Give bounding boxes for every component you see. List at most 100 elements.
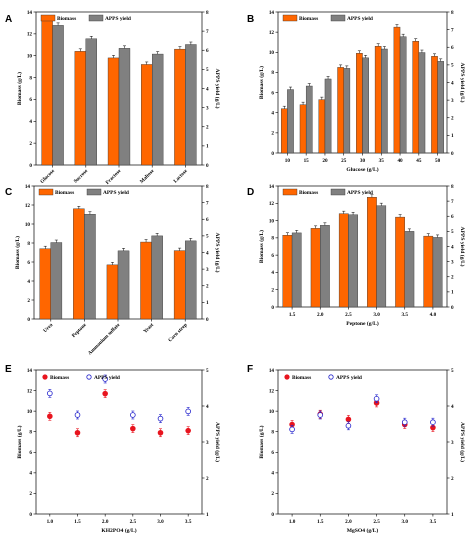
y-right-tick-label: 5 — [206, 67, 209, 73]
y-tick-label: 8 — [29, 75, 32, 81]
x-tick-label: 10 — [285, 158, 291, 164]
legend-swatch — [282, 14, 298, 22]
legend-swatch — [40, 14, 56, 22]
bar-biomass — [41, 20, 53, 166]
y-right-tick-label: 5 — [206, 368, 209, 374]
y-right-tick-label: 5 — [451, 229, 454, 235]
x-tick-label: 2.0 — [102, 519, 109, 525]
y-right-tick-label: 5 — [206, 234, 209, 240]
bar-biomass — [338, 213, 349, 308]
bar-apps-yield — [184, 240, 197, 320]
legend-label: Biomass — [292, 375, 311, 381]
y-right-tick-label: 4 — [451, 80, 454, 86]
y-tick-label: 10 — [27, 409, 33, 415]
x-tick-label: 3.0 — [402, 519, 409, 525]
y-right-tick-label: 6 — [451, 214, 454, 220]
bar-apps-yield — [404, 231, 415, 308]
bar-apps-yield — [320, 225, 330, 308]
point-apps-yield — [185, 408, 191, 415]
y-right-tick-label: 6 — [451, 45, 454, 51]
y-right-tick-label: 3 — [206, 440, 209, 446]
x-axis-title: KH2PO4 (g/L) — [101, 527, 136, 534]
legend-marker — [284, 374, 290, 380]
x-tick-label: Glucose — [39, 168, 56, 185]
y-right-tick-label: 7 — [451, 199, 454, 205]
panel-letter-b: B — [247, 14, 254, 25]
bar-biomass — [310, 228, 321, 308]
y-right-tick-label: 5 — [451, 368, 454, 374]
x-tick-label: Fractose — [105, 168, 123, 186]
bar-apps-yield — [85, 38, 97, 166]
bar-biomass — [395, 216, 405, 308]
bar-apps-yield — [151, 235, 163, 320]
y-tick-label: 14 — [27, 368, 33, 374]
bar-apps-yield — [343, 68, 351, 154]
y-tick-label: 4 — [29, 119, 32, 125]
y-right-tick-label: 2 — [206, 476, 209, 482]
legend-label: APPS yield — [336, 375, 362, 381]
y-tick-label: 12 — [27, 388, 33, 394]
bar-apps-yield — [305, 85, 313, 154]
y-tick-label: 6 — [27, 260, 30, 266]
y-tick-label: 2 — [271, 491, 274, 497]
x-tick-label: Urea — [42, 322, 54, 334]
x-tick-label: 1.5 — [74, 519, 81, 525]
y-tick-label: 6 — [271, 90, 274, 96]
bar-biomass — [423, 235, 434, 308]
y-right-tick-label: 1 — [451, 133, 454, 139]
y-tick-label: 4 — [29, 471, 32, 477]
y-right-tick-label: 2 — [451, 476, 454, 482]
legend-label: Biomass — [299, 190, 318, 196]
x-tick-label: 3.5 — [402, 312, 409, 318]
y-right-tick-label: 8 — [206, 10, 209, 16]
y-tick-label: 0 — [271, 512, 274, 518]
bar-biomass — [337, 67, 344, 154]
bar-biomass — [74, 51, 87, 166]
x-tick-label: 3.0 — [373, 312, 380, 318]
y-tick-label: 2 — [29, 491, 32, 497]
bar-apps-yield — [437, 61, 445, 154]
y-tick-label: 6 — [271, 450, 274, 456]
point-apps-yield — [102, 376, 108, 382]
y-right-tick-label: 8 — [451, 184, 454, 190]
bar-biomass — [173, 250, 186, 320]
bar-biomass — [73, 208, 85, 320]
point-biomass — [74, 429, 81, 436]
x-tick-label: 40 — [397, 158, 403, 164]
x-tick-label: 50 — [435, 158, 441, 164]
plot-frame — [35, 369, 203, 515]
y-axis-title: Biomass (g/L) — [16, 425, 23, 458]
x-tick-label: Lactose — [173, 168, 190, 185]
y-right-axis-title: APPS yield (g/L) — [214, 68, 221, 108]
bar-biomass — [140, 241, 152, 320]
bar-biomass — [299, 104, 307, 154]
y-right-tick-label: 6 — [206, 48, 209, 54]
bar-apps-yield — [324, 78, 332, 154]
y-tick-label: 12 — [25, 203, 31, 209]
y-right-tick-label: 2 — [206, 284, 209, 290]
x-tick-label: 30 — [360, 158, 366, 164]
y-tick-label: 10 — [25, 222, 31, 228]
x-tick-label: Peptone — [71, 322, 88, 339]
y-right-tick-label: 2 — [451, 116, 454, 122]
y-tick-label: 4 — [271, 471, 274, 477]
bar-apps-yield — [432, 237, 443, 308]
point-apps-yield — [157, 415, 164, 422]
legend-label: APPS yield — [347, 16, 373, 22]
y-right-tick-label: 4 — [206, 250, 209, 256]
y-axis-title: Biomass (g/L) — [258, 425, 265, 458]
y-tick-label: 12 — [269, 201, 275, 207]
y-right-axis-title: APPS yield (g/L) — [459, 226, 466, 266]
point-biomass — [102, 390, 108, 397]
point-apps-yield — [401, 419, 408, 426]
bar-apps-yield — [117, 250, 130, 320]
bar-biomass — [412, 41, 420, 154]
y-tick-label: 0 — [29, 512, 32, 518]
x-tick-label: 2.0 — [317, 312, 324, 318]
x-tick-label: 1.5 — [317, 519, 324, 525]
y-tick-label: 14 — [25, 184, 31, 190]
legend-swatch — [38, 188, 54, 196]
bar-apps-yield — [50, 242, 63, 320]
